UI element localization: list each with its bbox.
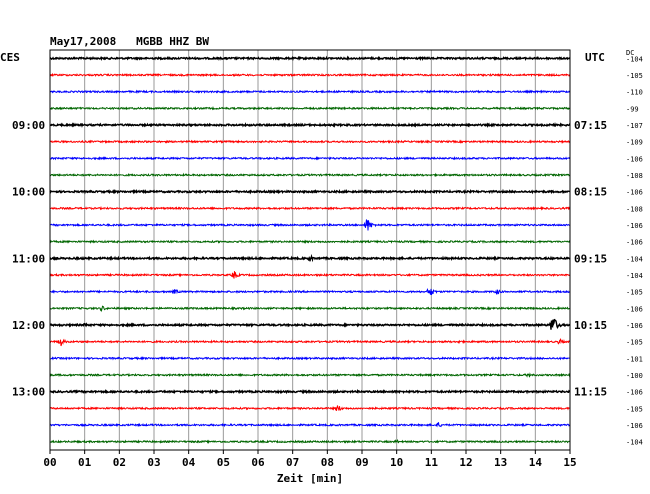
trace-row-2: [49, 89, 571, 94]
x-tick-label: 09: [355, 456, 368, 469]
x-tick-label: 03: [147, 456, 160, 469]
dc-offset-label: -106: [626, 322, 643, 330]
dc-offset-label: -107: [626, 122, 643, 130]
dc-offset-label: -108: [626, 172, 643, 180]
left-time-label: 11:00: [12, 252, 45, 265]
trace-row-18: [49, 356, 571, 361]
traces: [49, 55, 571, 445]
right-time-label: 08:15: [574, 186, 607, 199]
left-time-label: 09:00: [12, 119, 45, 132]
x-tick-label: 01: [78, 456, 92, 469]
trace-row-15: [49, 305, 571, 313]
left-axis-label: CES: [0, 51, 20, 64]
trace-row-20: [49, 388, 571, 395]
trace-row-17: [49, 338, 571, 347]
dc-offset-label: -106: [626, 155, 643, 163]
left-time-label: 12:00: [12, 319, 45, 332]
trace-row-16: [49, 318, 571, 330]
dc-label: DC: [626, 49, 634, 57]
trace-row-0: [49, 55, 571, 62]
x-tick-label: 11: [425, 456, 439, 469]
x-tick-label: 15: [563, 456, 576, 469]
x-tick-label: 05: [217, 456, 230, 469]
dc-offset-label: -101: [626, 355, 643, 363]
right-axis-label: UTC: [585, 51, 605, 64]
trace-row-3: [49, 106, 571, 111]
right-time-label: 09:15: [574, 252, 607, 265]
trace-row-9: [49, 205, 571, 211]
x-tick-label: 02: [113, 456, 126, 469]
trace-row-4: [49, 122, 571, 128]
left-time-label: 13:00: [12, 386, 45, 399]
right-time-label: 10:15: [574, 319, 607, 332]
dc-offset-label: -104: [626, 439, 643, 447]
x-tick-label: 08: [321, 456, 334, 469]
dc-offset-label: -106: [626, 189, 643, 197]
x-tick-label: 00: [43, 456, 56, 469]
x-tick-label: 12: [459, 456, 472, 469]
plot-frame: [49, 49, 571, 451]
right-time-label: 11:15: [574, 386, 607, 399]
dc-offset-label: -104: [626, 255, 643, 263]
labels: 09:00 10:00 11:00 12:00 13:00 07:15 08:15 09:15…: [12, 55, 643, 469]
x-tick-label: 06: [251, 456, 265, 469]
right-time-label: 07:15: [574, 119, 607, 132]
grid: [84, 50, 536, 450]
x-tick-label: 04: [182, 456, 196, 469]
dc-offset-label: -106: [626, 305, 643, 313]
trace-row-13: [49, 271, 571, 279]
trace-row-19: [49, 372, 571, 378]
dc-offset-label: -100: [626, 372, 643, 380]
left-time-label: 10:00: [12, 186, 45, 199]
dc-offset-label: -110: [626, 89, 643, 97]
x-axis-label: Zeit [min]: [277, 472, 343, 485]
dc-offset-label: -105: [626, 405, 643, 413]
x-tick-label: 14: [529, 456, 543, 469]
dc-offset-label: -106: [626, 389, 643, 397]
dc-offset-label: -108: [626, 205, 643, 213]
trace-row-1: [49, 72, 571, 78]
trace-row-5: [49, 139, 571, 144]
x-tick-label: 07: [286, 456, 299, 469]
trace-row-14: [49, 287, 571, 296]
x-tick-label: 13: [494, 456, 507, 469]
dc-offset-label: -104: [626, 55, 643, 63]
trace-row-21: [49, 405, 571, 411]
trace-row-7: [49, 172, 571, 178]
dc-offset-label: -104: [626, 272, 643, 280]
dc-offset-label: -109: [626, 139, 643, 147]
dc-offset-label: -106: [626, 239, 643, 247]
trace-row-23: [49, 439, 571, 445]
trace-row-22: [49, 422, 571, 428]
dc-offset-label: -106: [626, 222, 643, 230]
trace-row-12: [49, 253, 571, 263]
dc-offset-label: -105: [626, 289, 643, 297]
dc-offset-label: -106: [626, 422, 643, 430]
dc-offset-label: -99: [626, 105, 639, 113]
dc-offset-label: -105: [626, 72, 643, 80]
trace-row-11: [49, 239, 571, 245]
trace-row-8: [49, 188, 571, 195]
trace-row-10: [49, 219, 571, 231]
x-tick-label: 10: [390, 456, 403, 469]
chart-title: May17,2008 MGBB HHZ BW: [50, 35, 209, 48]
trace-row-6: [49, 155, 571, 161]
dc-offset-label: -105: [626, 339, 643, 347]
